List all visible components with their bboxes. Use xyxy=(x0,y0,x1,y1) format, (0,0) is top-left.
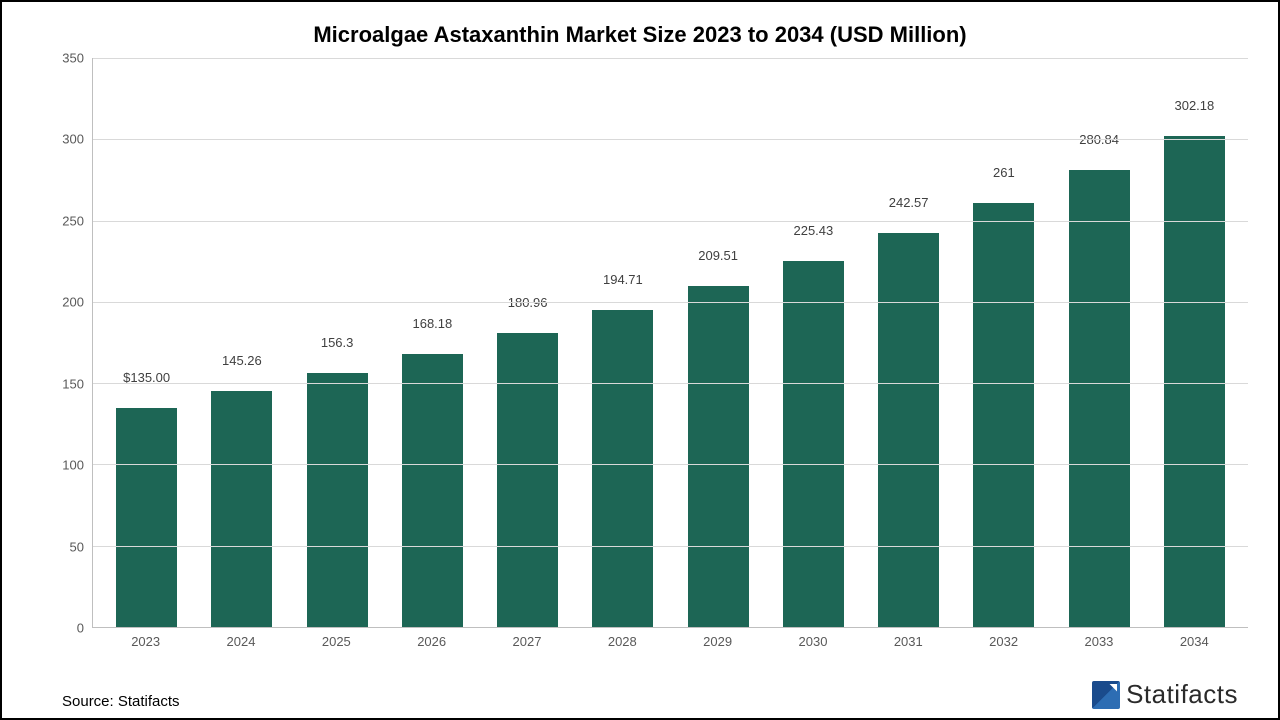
gridline xyxy=(93,302,1248,303)
x-tick-label: 2031 xyxy=(861,634,956,649)
bar xyxy=(1069,170,1130,627)
x-tick-label: 2034 xyxy=(1147,634,1242,649)
bar-value-label: 156.3 xyxy=(290,335,385,354)
x-tick-label: 2024 xyxy=(193,634,288,649)
bar-value-label: $135.00 xyxy=(99,370,194,389)
y-tick-label: 250 xyxy=(62,213,84,228)
chart-footer: Source: Statifacts Statifacts xyxy=(32,679,1248,710)
x-tick-label: 2025 xyxy=(289,634,384,649)
bar xyxy=(116,408,177,627)
x-tick-label: 2028 xyxy=(575,634,670,649)
bar-value-label: 280.84 xyxy=(1052,132,1147,151)
bar xyxy=(1164,136,1225,627)
brand-logo-text: Statifacts xyxy=(1126,679,1238,710)
bar-value-label: 145.26 xyxy=(194,353,289,372)
bars-container: $135.00145.26156.3168.18180.96194.71209.… xyxy=(93,58,1248,627)
bar-value-label: 194.71 xyxy=(575,272,670,291)
bar xyxy=(878,233,939,627)
bar-value-label: 242.57 xyxy=(861,195,956,214)
y-axis: 050100150200250300350 xyxy=(32,58,92,628)
bar xyxy=(307,373,368,627)
gridline xyxy=(93,383,1248,384)
bar-slot: 180.96 xyxy=(480,58,575,627)
y-tick-label: 300 xyxy=(62,132,84,147)
y-tick-label: 100 xyxy=(62,458,84,473)
y-tick-label: 50 xyxy=(70,539,84,554)
brand-logo-icon xyxy=(1092,681,1120,709)
bar-slot: 194.71 xyxy=(575,58,670,627)
bar-slot: 209.51 xyxy=(671,58,766,627)
gridline xyxy=(93,139,1248,140)
gridline xyxy=(93,58,1248,59)
bar xyxy=(973,203,1034,627)
bar xyxy=(402,354,463,627)
bar-value-label: 225.43 xyxy=(766,223,861,242)
bar-slot: 302.18 xyxy=(1147,58,1242,627)
x-tick-label: 2027 xyxy=(479,634,574,649)
gridline xyxy=(93,546,1248,547)
bar-slot: 280.84 xyxy=(1052,58,1147,627)
chart-title: Microalgae Astaxanthin Market Size 2023 … xyxy=(32,22,1248,48)
bar-value-label: 261 xyxy=(956,165,1051,184)
y-tick-label: 350 xyxy=(62,51,84,66)
y-tick-label: 0 xyxy=(77,621,84,636)
y-tick-label: 200 xyxy=(62,295,84,310)
gridline xyxy=(93,464,1248,465)
source-text: Source: Statifacts xyxy=(62,693,180,710)
bar-slot: 242.57 xyxy=(861,58,956,627)
chart-area: 050100150200250300350 $135.00145.26156.3… xyxy=(32,58,1248,628)
bar-slot: 145.26 xyxy=(194,58,289,627)
bar-slot: 156.3 xyxy=(290,58,385,627)
gridline xyxy=(93,221,1248,222)
chart-frame: Microalgae Astaxanthin Market Size 2023 … xyxy=(0,0,1280,720)
bar-slot: 168.18 xyxy=(385,58,480,627)
bar-slot: $135.00 xyxy=(99,58,194,627)
x-tick-label: 2029 xyxy=(670,634,765,649)
bar xyxy=(211,391,272,627)
bar-slot: 261 xyxy=(956,58,1051,627)
bar xyxy=(783,261,844,627)
bar-value-label: 180.96 xyxy=(480,295,575,314)
bar xyxy=(497,333,558,627)
x-tick-label: 2033 xyxy=(1051,634,1146,649)
bar-value-label: 209.51 xyxy=(671,248,766,267)
x-tick-label: 2030 xyxy=(765,634,860,649)
bar xyxy=(688,286,749,627)
x-axis-labels: 2023202420252026202720282029203020312032… xyxy=(92,628,1248,649)
plot-area: $135.00145.26156.3168.18180.96194.71209.… xyxy=(92,58,1248,628)
bar-slot: 225.43 xyxy=(766,58,861,627)
x-tick-label: 2032 xyxy=(956,634,1051,649)
bar-value-label: 168.18 xyxy=(385,316,480,335)
bar-value-label: 302.18 xyxy=(1147,98,1242,117)
x-tick-label: 2023 xyxy=(98,634,193,649)
x-tick-label: 2026 xyxy=(384,634,479,649)
bar xyxy=(592,310,653,627)
y-tick-label: 150 xyxy=(62,376,84,391)
brand-logo: Statifacts xyxy=(1092,679,1238,710)
